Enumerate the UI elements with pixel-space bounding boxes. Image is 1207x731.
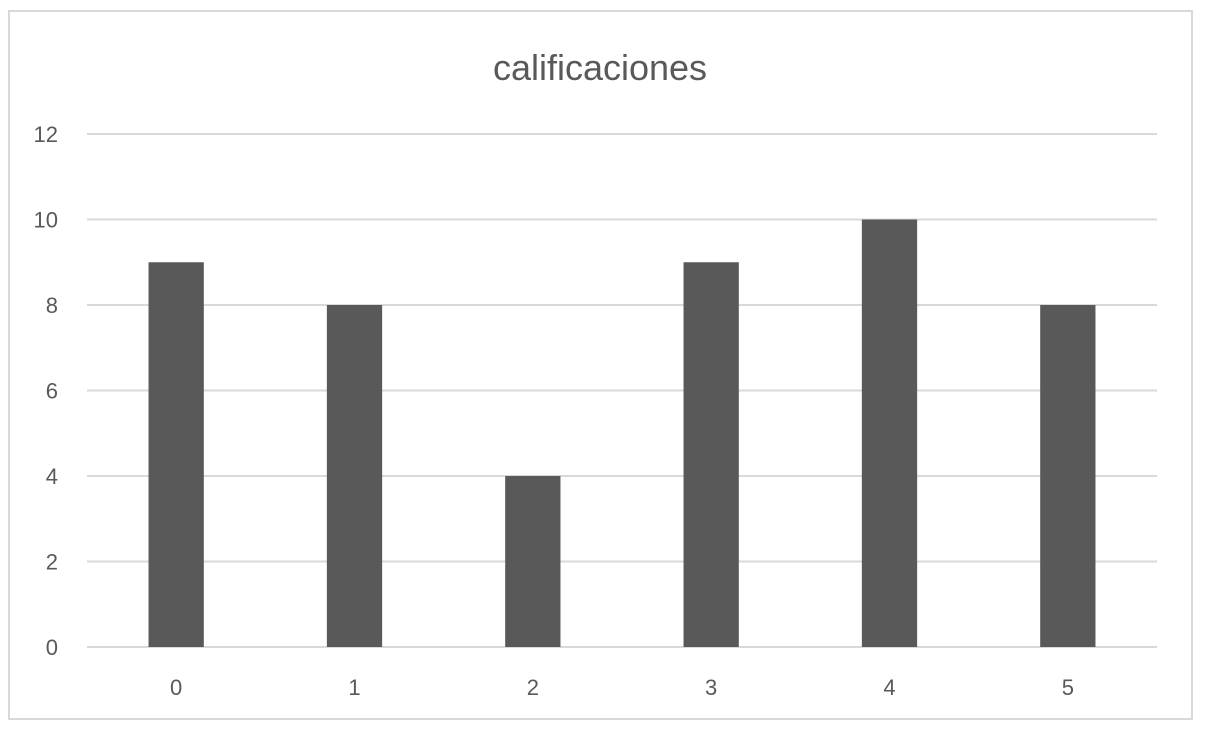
gridlines xyxy=(87,133,1157,648)
bar xyxy=(861,219,918,647)
y-tick-label: 6 xyxy=(46,379,58,404)
x-tick-label: 4 xyxy=(883,675,895,700)
bar xyxy=(326,305,383,647)
y-tick-label: 10 xyxy=(34,208,58,233)
chart-frame xyxy=(8,10,1193,720)
x-tick-label: 2 xyxy=(527,675,539,700)
x-tick-label: 1 xyxy=(348,675,360,700)
bar xyxy=(505,476,561,647)
y-tick-label: 4 xyxy=(46,464,58,489)
bar xyxy=(1040,305,1096,647)
bars xyxy=(148,219,1096,647)
x-tick-label: 3 xyxy=(705,675,717,700)
x-axis-ticks: 0 1 2 3 4 5 xyxy=(170,675,1074,700)
x-tick-label: 0 xyxy=(170,675,182,700)
y-tick-label: 12 xyxy=(34,122,58,147)
y-tick-label: 8 xyxy=(46,293,58,318)
y-tick-label: 0 xyxy=(46,635,58,660)
x-tick-label: 5 xyxy=(1062,675,1074,700)
y-axis-ticks: 0 2 4 6 8 10 12 xyxy=(34,122,58,660)
bar xyxy=(148,262,204,647)
chart-title: calificaciones xyxy=(493,47,707,88)
bar xyxy=(683,262,739,647)
y-tick-label: 2 xyxy=(46,550,58,575)
